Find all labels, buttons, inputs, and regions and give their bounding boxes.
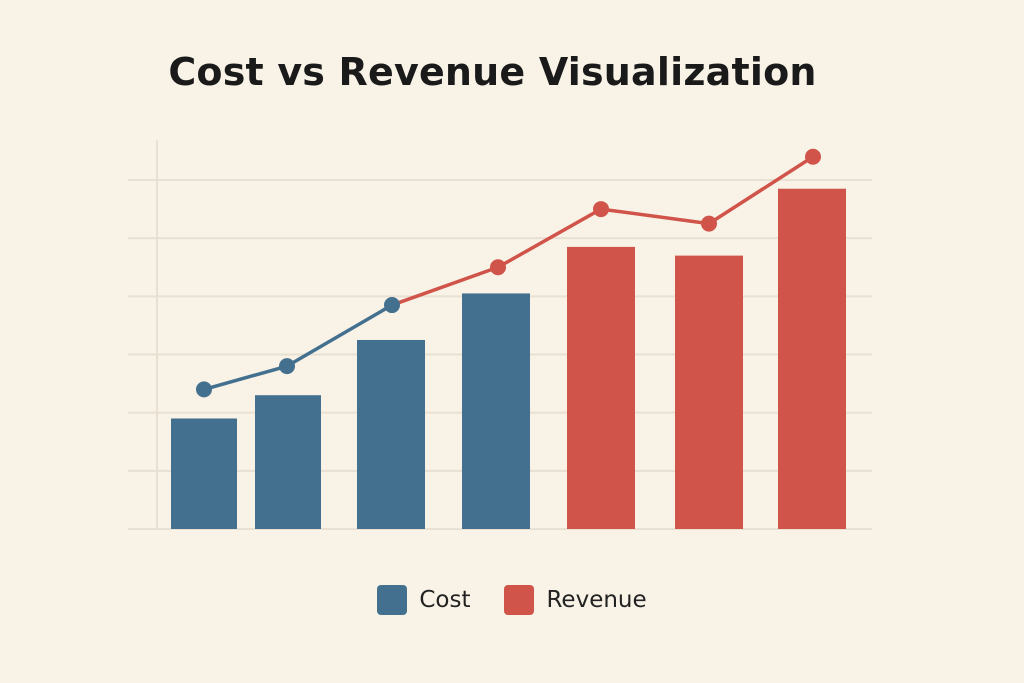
line-point-7 <box>805 148 821 165</box>
bars <box>171 188 846 529</box>
chart-title: Cost vs Revenue Visualization <box>168 50 817 94</box>
legend-swatch-cost <box>377 585 408 615</box>
trend-points <box>196 148 821 398</box>
bar-cost-4 <box>462 293 530 529</box>
bar-cost-3 <box>357 339 425 529</box>
line-point-4 <box>490 259 506 276</box>
legend-swatch-revenue <box>504 585 535 615</box>
line-point-5 <box>593 201 609 218</box>
legend-label-revenue: Revenue <box>546 587 647 613</box>
line-point-1 <box>196 381 212 398</box>
line-point-2 <box>279 358 295 375</box>
bar-revenue-5 <box>567 246 635 529</box>
legend-item-cost: Cost <box>377 585 470 615</box>
bar-revenue-6 <box>675 255 743 529</box>
line-point-3 <box>384 297 400 314</box>
legend-item-revenue: Revenue <box>504 585 647 615</box>
bar-cost-1 <box>171 418 237 529</box>
legend: Cost Revenue <box>0 583 1024 617</box>
bar-revenue-7 <box>778 188 846 529</box>
bar-cost-2 <box>255 395 321 529</box>
line-point-6 <box>701 215 717 232</box>
legend-label-cost: Cost <box>419 587 471 613</box>
